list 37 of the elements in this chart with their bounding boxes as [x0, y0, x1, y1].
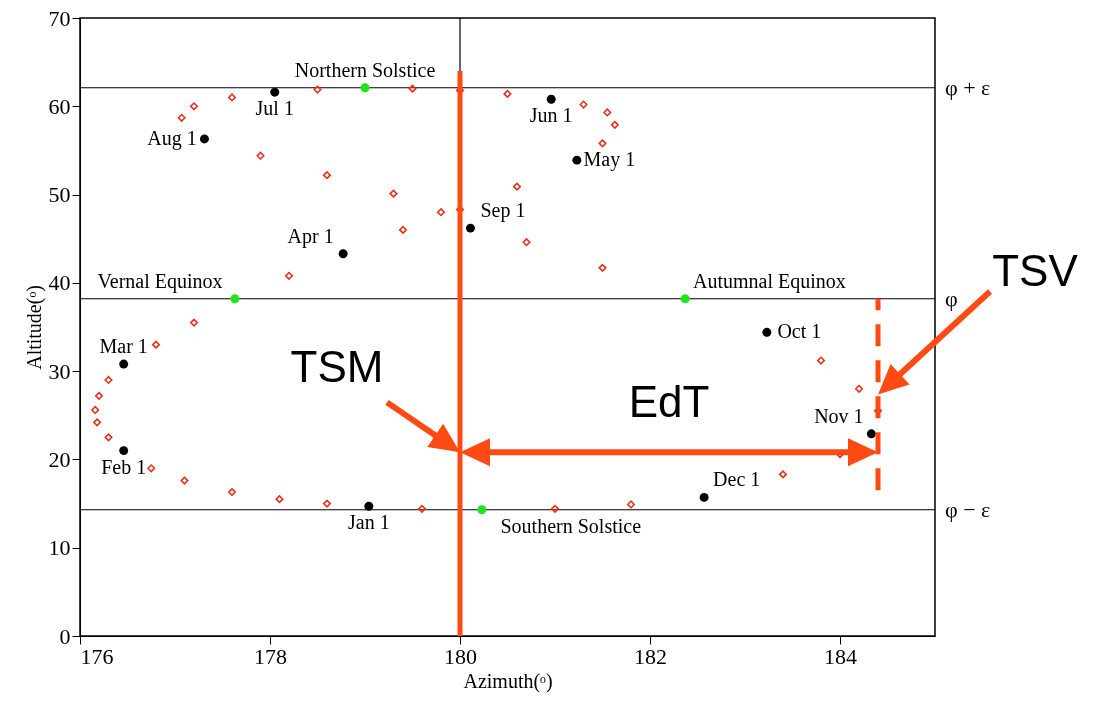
text: TSV	[992, 246, 1079, 296]
annotation: Nov 1	[814, 404, 864, 427]
y-tick-label: 0	[59, 623, 71, 649]
ref-line-label: φ − ε	[945, 496, 991, 522]
annotation: Dec 1	[713, 468, 761, 491]
y-tick-label: 70	[48, 5, 71, 31]
y-tick-label: 40	[48, 270, 71, 296]
annotation: Autumnal Equinox	[692, 269, 846, 293]
y-tick-label: 60	[48, 93, 71, 119]
x-tick-label: 182	[634, 643, 667, 669]
x-tick-label: 184	[824, 643, 857, 669]
y-tick-label: 30	[48, 358, 71, 384]
annotation: Aug 1	[147, 126, 197, 150]
annotation: Jul 1	[255, 97, 294, 120]
annotation: Feb 1	[101, 455, 147, 478]
annotation: May 1	[583, 148, 636, 172]
x-tick-label: 178	[254, 643, 287, 669]
y-tick-label: 10	[48, 535, 71, 561]
y-tick-label: 50	[48, 182, 71, 208]
annotation: Vernal Equinox	[97, 269, 223, 293]
annotation: Northern Solstice	[294, 58, 436, 81]
annotation: Southern Solstice	[500, 514, 642, 537]
annotation: Jan 1	[347, 511, 390, 534]
x-axis-title: Azimuth(ᵒ)	[463, 669, 553, 693]
annotation: Apr 1	[287, 224, 334, 248]
annotation: TSM	[290, 341, 384, 391]
ref-line-label: φ	[945, 285, 958, 311]
y-axis-title: Altitude(ᵒ)	[22, 285, 46, 370]
annotation: Mar 1	[99, 335, 148, 358]
annotation: Sep 1	[480, 199, 526, 223]
annotation: Oct 1	[777, 320, 822, 343]
x-tick-label: 180	[444, 643, 477, 669]
ref-line-label: φ + ε	[945, 74, 991, 100]
y-tick-label: 20	[48, 446, 71, 472]
annotation: EdT	[628, 376, 710, 426]
annotation: Jun 1	[529, 104, 573, 127]
x-tick-label: 176	[80, 643, 114, 669]
